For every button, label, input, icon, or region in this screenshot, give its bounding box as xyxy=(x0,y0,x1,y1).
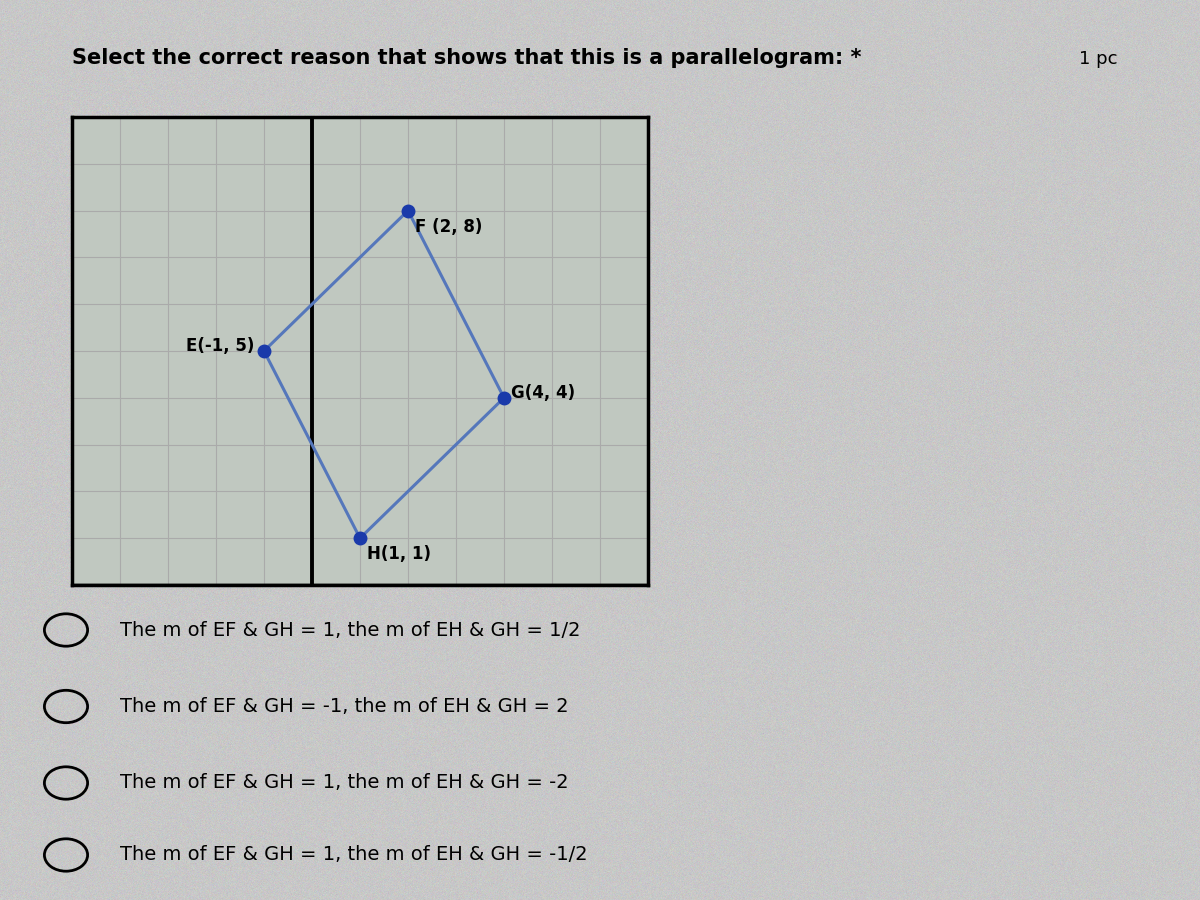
Text: 1 pc: 1 pc xyxy=(1079,50,1117,68)
Text: Select the correct reason that shows that this is a parallelogram: *: Select the correct reason that shows tha… xyxy=(72,49,862,68)
Text: E(-1, 5): E(-1, 5) xyxy=(186,338,254,356)
Text: F (2, 8): F (2, 8) xyxy=(415,218,482,236)
Text: The m of EF & GH = 1, the m of EH & GH = 1/2: The m of EF & GH = 1, the m of EH & GH =… xyxy=(120,620,581,640)
Text: The m of EF & GH = 1, the m of EH & GH = -2: The m of EF & GH = 1, the m of EH & GH =… xyxy=(120,773,569,793)
Text: H(1, 1): H(1, 1) xyxy=(367,545,431,563)
Text: The m of EF & GH = 1, the m of EH & GH = -1/2: The m of EF & GH = 1, the m of EH & GH =… xyxy=(120,845,588,865)
Text: The m of EF & GH = -1, the m of EH & GH = 2: The m of EF & GH = -1, the m of EH & GH … xyxy=(120,697,569,716)
Text: G(4, 4): G(4, 4) xyxy=(511,384,575,402)
